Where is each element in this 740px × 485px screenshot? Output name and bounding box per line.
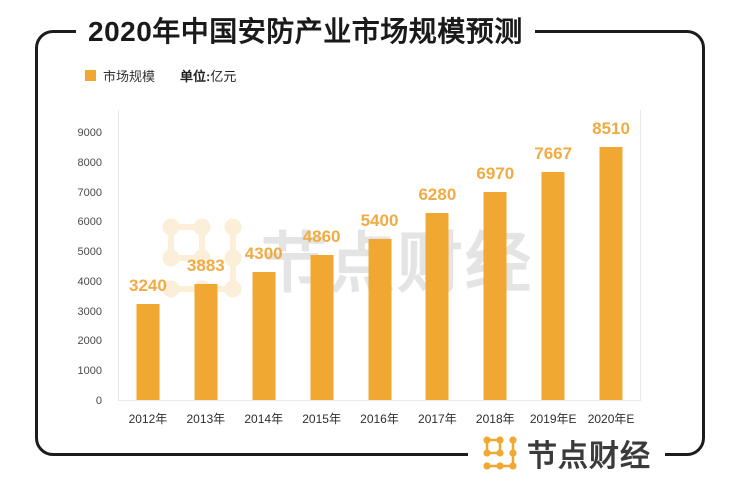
x-axis-label: 2017年 [418,412,457,426]
x-axis-label: 2013年 [186,412,226,426]
bar-value-label: 6280 [418,185,457,204]
bar-value-label: 6970 [476,164,515,184]
x-axis-label: 2015年 [302,412,341,426]
bar-group: 7667 2019年E [524,110,582,426]
x-axis-label: 2012年 [128,412,168,426]
bar [252,271,276,400]
bar-value-label: 8510 [592,118,630,138]
bar-group: 6280 2017年 [408,110,466,426]
bar [483,192,507,400]
bar-group: 3240 2012年 [119,110,177,426]
x-axis-label: 2020年E [587,412,635,426]
x-axis-label: 2014年 [244,412,284,426]
bar [310,255,334,400]
node-grid-logo-icon [483,436,517,470]
chart-plot-area: 节点财经 3240 2012年 3883 2013年 4300 2014年 4860 2015… [118,110,641,426]
unit-note: 单位:亿元 [180,66,236,85]
page-title: 2020年中国安防产业市场规模预测 [76,10,535,50]
bars-row: 3240 2012年 3883 2013年 4300 2014年 4860 2015年 5400… [119,110,640,426]
bar-group: 8510 2020年E [582,110,640,426]
bar-value-label: 4300 [244,243,283,263]
y-axis-tick-label: 2000 [77,335,102,348]
bar-group: 4860 2015年 [293,110,351,426]
bar-group: 3883 2013年 [177,110,235,426]
bar [194,284,218,400]
unit-value-label: 亿元 [210,69,237,84]
x-axis-label: 2016年 [360,412,399,426]
y-axis-tick-label: 8000 [77,156,102,169]
y-axis-tick-label: 1000 [77,365,102,378]
x-axis-label: 2019年E [529,412,577,426]
chart-legend: 市场规模 [85,66,155,85]
legend-series-label: 市场规模 [103,69,156,84]
bar-value-label: 3883 [186,256,225,276]
bar-value-label: 4860 [302,227,341,247]
y-axis-tick-label: 6000 [77,216,102,229]
bar-value-label: 3240 [129,275,167,295]
bar-value-label: 5400 [360,211,399,231]
y-axis: 0 1000 2000 3000 4000 5000 6000 7000 8000 9000 [0,110,110,407]
y-axis-tick-label: 9000 [77,127,102,139]
bar-value-label: 7667 [534,143,573,163]
unit-prefix-label: 单位: [180,69,211,84]
legend-swatch-icon [85,70,96,81]
y-axis-tick-label: 0 [95,395,102,407]
brand-name: 节点财经 [527,440,651,473]
bar [541,171,565,400]
brand-logo: 节点财经 [468,432,665,474]
bar [599,146,623,400]
x-axis-label: 2018年 [475,412,515,426]
bar [425,213,449,400]
y-axis-tick-label: 3000 [77,305,102,318]
y-axis-tick-label: 7000 [77,186,102,199]
bar-group: 6970 2018年 [466,110,524,426]
bar-group: 5400 2016年 [351,110,409,426]
bar [136,303,160,400]
y-axis-tick-label: 4000 [77,275,102,288]
y-axis-tick-label: 5000 [77,246,102,259]
bar [368,239,391,400]
bar-group: 4300 2014年 [235,110,293,426]
